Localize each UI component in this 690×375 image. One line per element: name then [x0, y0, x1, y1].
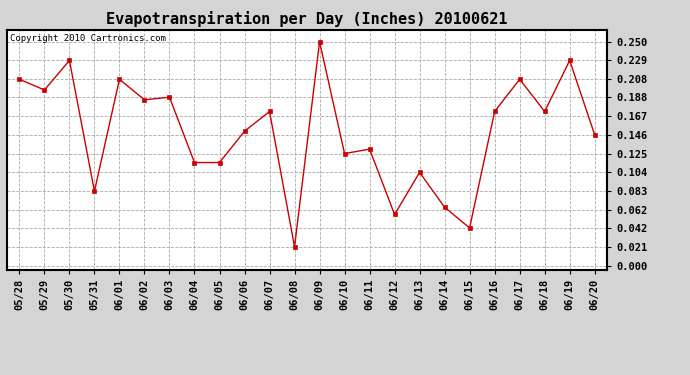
Title: Evapotranspiration per Day (Inches) 20100621: Evapotranspiration per Day (Inches) 2010…	[106, 12, 508, 27]
Text: Copyright 2010 Cartronics.com: Copyright 2010 Cartronics.com	[10, 34, 166, 43]
